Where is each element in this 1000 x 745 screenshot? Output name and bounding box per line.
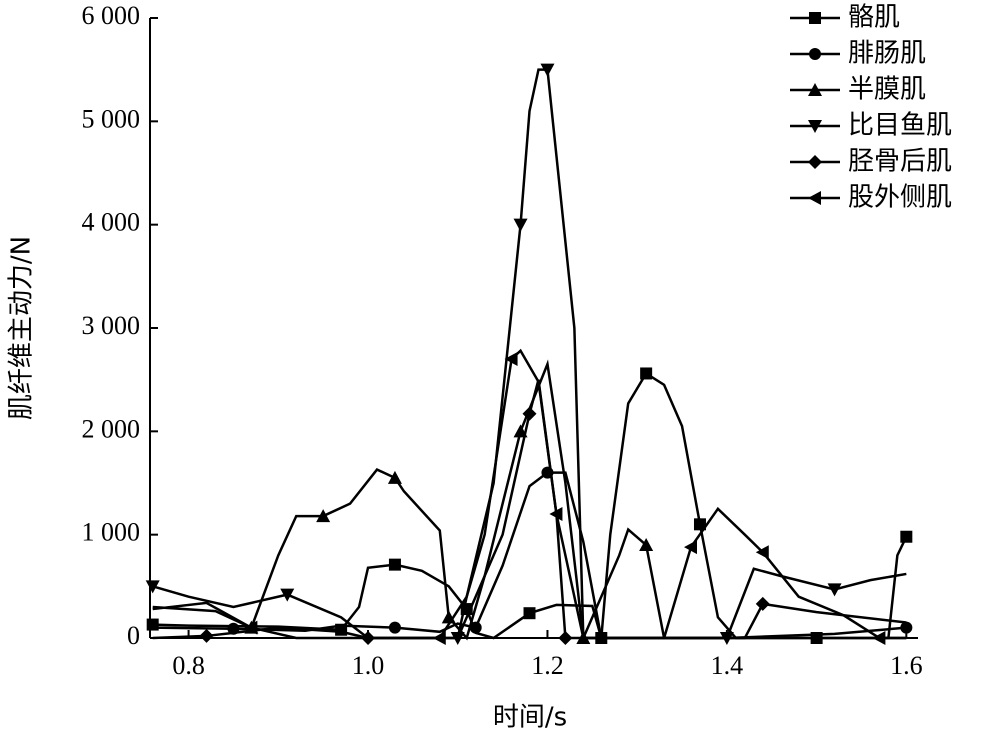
legend-label: 骼肌	[848, 3, 900, 33]
y-tick-label: 4 000	[82, 208, 141, 237]
marker	[549, 507, 563, 521]
marker	[827, 583, 842, 597]
x-tick-label: 1.6	[890, 651, 923, 680]
series-line	[152, 371, 908, 640]
marker	[640, 367, 653, 380]
marker	[755, 545, 769, 560]
marker	[558, 631, 573, 645]
marker	[808, 155, 822, 169]
marker	[693, 518, 706, 531]
x-tick-label: 0.8	[172, 651, 205, 680]
marker	[522, 406, 537, 421]
marker	[280, 588, 295, 602]
marker	[540, 63, 555, 77]
marker	[432, 631, 446, 645]
series-line	[152, 379, 907, 640]
series-line	[152, 359, 907, 643]
marker	[808, 191, 821, 205]
marker	[808, 120, 822, 133]
marker	[523, 607, 536, 620]
legend-label: 腓肠肌	[848, 39, 926, 69]
marker	[199, 628, 214, 643]
y-tick-label: 1 000	[82, 518, 141, 547]
x-axis-label: 时间/s	[493, 703, 567, 733]
marker	[388, 558, 401, 571]
legend-label: 比目鱼肌	[848, 111, 952, 141]
marker	[145, 580, 160, 594]
marker	[316, 509, 331, 523]
x-tick-label: 1.2	[531, 651, 564, 680]
y-tick-label: 5 000	[82, 104, 141, 133]
marker	[872, 631, 886, 645]
y-tick-label: 6 000	[82, 1, 141, 30]
marker	[684, 540, 698, 555]
legend-label: 半膜肌	[848, 75, 926, 105]
legend-label: 胫骨后肌	[848, 147, 952, 177]
marker	[244, 620, 258, 635]
series-line	[152, 68, 907, 640]
x-tick-label: 1.4	[711, 651, 744, 680]
marker	[755, 596, 770, 611]
x-tick-label: 1.0	[352, 651, 385, 680]
y-tick-label: 0	[127, 621, 140, 650]
marker	[809, 12, 821, 24]
marker	[808, 83, 822, 96]
marker	[469, 621, 482, 634]
marker	[900, 530, 913, 543]
legend-label: 股外侧肌	[848, 183, 952, 213]
y-tick-label: 2 000	[82, 414, 141, 443]
marker	[387, 470, 402, 484]
marker	[504, 352, 518, 366]
marker	[513, 218, 528, 232]
marker	[809, 48, 821, 60]
y-tick-label: 3 000	[82, 311, 141, 340]
y-axis-label: 肌纤维主动力/N	[7, 236, 37, 420]
marker	[900, 621, 913, 634]
marker	[639, 538, 654, 551]
marker	[388, 621, 401, 634]
series-line	[152, 348, 907, 640]
